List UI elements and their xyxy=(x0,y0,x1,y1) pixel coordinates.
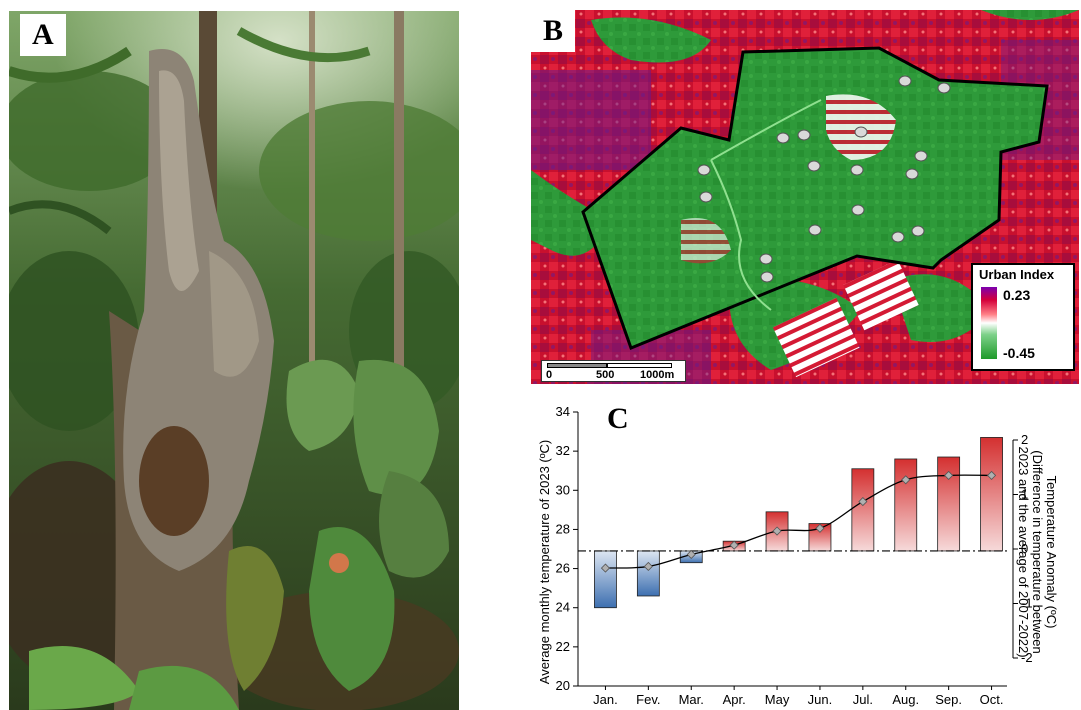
legend-title: Urban Index xyxy=(979,267,1055,282)
y2-axis-title-line1: Temperature Anomaly (ºC) xyxy=(1044,476,1059,629)
scale-label-0: 0 xyxy=(546,369,553,381)
bar-aug xyxy=(894,458,918,552)
panel-b-map xyxy=(531,10,1079,384)
bar-oct xyxy=(980,437,1003,552)
y2-tick-label: 1 xyxy=(1021,487,1028,502)
anomaly-marker-sep xyxy=(944,470,954,480)
x-tick-label: Apr. xyxy=(723,692,746,707)
y-tick-label: 34 xyxy=(556,404,570,419)
x-tick-label: Jun. xyxy=(808,692,833,707)
legend-color-bar xyxy=(981,287,997,359)
y-axis-title: Average monthly temperature of 2023 (ºC) xyxy=(537,440,552,684)
anomaly-marker-jan xyxy=(600,563,611,573)
legend-min-value: -0.45 xyxy=(1003,345,1035,361)
x-tick-label: May xyxy=(765,692,790,707)
panel-label-b: B xyxy=(531,10,576,52)
bar-fev xyxy=(636,550,660,597)
y-tick-label: 22 xyxy=(556,639,570,654)
y2-tick-label: -1 xyxy=(1021,596,1033,611)
x-tick-label: Sep. xyxy=(935,692,962,707)
urban-index-legend: Urban Index 0.23 -0.45 xyxy=(971,263,1075,371)
y-tick-label: 32 xyxy=(556,443,570,458)
bar-jan xyxy=(594,550,617,609)
anomaly-marker-mar xyxy=(686,549,696,560)
map-scale-bar: 0 500 1000m xyxy=(541,360,686,382)
scale-label-500: 500 xyxy=(596,369,615,381)
scale-segment-1 xyxy=(547,363,607,368)
anomaly-line xyxy=(605,474,992,569)
bar-jul xyxy=(851,468,875,552)
panel-label-c: C xyxy=(601,402,635,436)
x-tick-label: Jan. xyxy=(593,692,618,707)
y2-axis-title-line2: (Difference in temperature between xyxy=(1030,450,1045,654)
y2-tick-label: 2 xyxy=(1021,432,1028,447)
y-tick-label: 26 xyxy=(556,561,570,576)
y2-tick-label: -2 xyxy=(1021,650,1033,665)
x-tick-label: Mar. xyxy=(679,692,704,707)
y-tick-label: 30 xyxy=(556,482,570,497)
panel-c-chart: 20 22 24 26 28 30 32 34 Jan. Fev. Mar. Apr. May Jun. J… xyxy=(535,394,1081,710)
anomaly-marker-apr xyxy=(729,540,739,550)
scale-segment-2 xyxy=(607,363,672,368)
anomaly-marker-may xyxy=(772,526,782,536)
x-tick-label: Fev. xyxy=(636,692,660,707)
y-tick-label: 28 xyxy=(556,521,570,536)
anomaly-marker-oct xyxy=(986,470,997,480)
scale-label-1000m: 1000m xyxy=(640,369,675,381)
y2-axis-title-line3: 2023 and the average of 2007-2022) xyxy=(1016,446,1031,657)
y-tick-label: 24 xyxy=(556,600,570,615)
anomaly-marker-aug xyxy=(901,475,911,485)
y2-tick-label: 0 xyxy=(1021,541,1028,556)
urban-index-map xyxy=(531,10,1079,384)
anomaly-marker-jul xyxy=(858,497,868,507)
panel-label-a: A xyxy=(20,14,66,56)
legend-max-value: 0.23 xyxy=(1003,287,1031,303)
panel-a-photo xyxy=(9,11,459,710)
sloth-forest-photo xyxy=(9,11,459,710)
anomaly-marker-fev xyxy=(643,561,653,572)
anomaly-marker-jun xyxy=(815,523,825,533)
x-tick-label: Aug. xyxy=(892,692,919,707)
y-tick-label: 20 xyxy=(556,678,570,693)
x-tick-label: Jul. xyxy=(853,692,873,707)
x-tick-label: Oct. xyxy=(980,692,1004,707)
